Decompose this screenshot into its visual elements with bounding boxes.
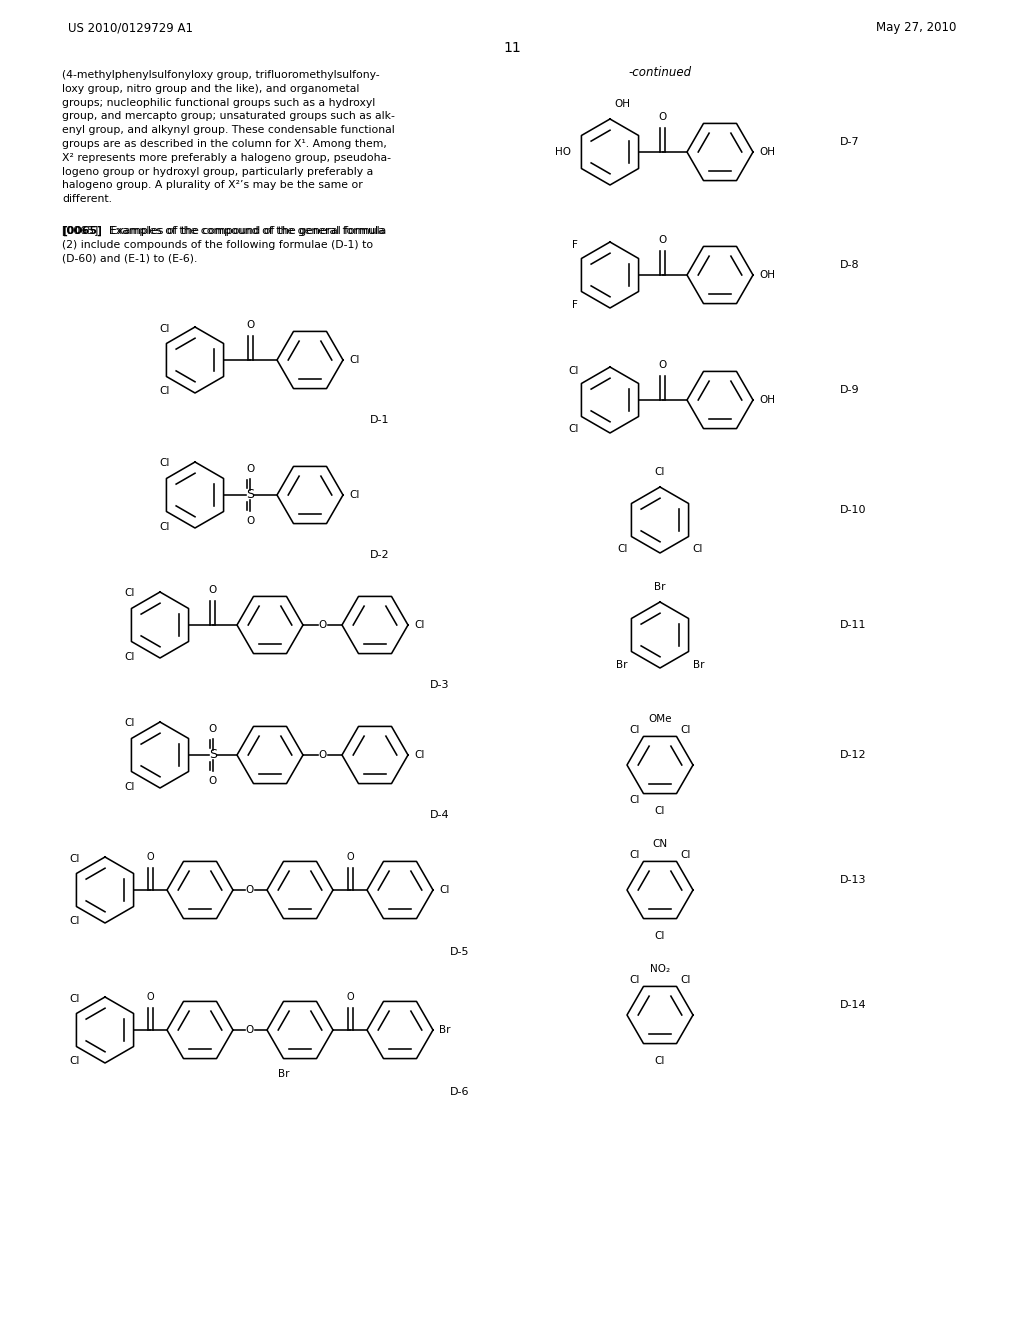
Text: Br: Br bbox=[278, 1069, 289, 1078]
Text: OH: OH bbox=[759, 271, 775, 280]
Text: S: S bbox=[209, 748, 217, 762]
Text: O: O bbox=[658, 360, 667, 370]
Text: Cl: Cl bbox=[160, 323, 170, 334]
Text: Cl: Cl bbox=[629, 850, 640, 861]
Text: O: O bbox=[209, 776, 217, 785]
Text: OH: OH bbox=[614, 99, 630, 110]
Text: O: O bbox=[209, 585, 217, 595]
Text: Cl: Cl bbox=[629, 795, 640, 805]
Text: Cl: Cl bbox=[654, 1056, 666, 1065]
Text: O: O bbox=[146, 851, 154, 862]
Text: Cl: Cl bbox=[439, 884, 450, 895]
Text: S: S bbox=[247, 488, 254, 502]
Text: halogeno group. A plurality of X²’s may be the same or: halogeno group. A plurality of X²’s may … bbox=[62, 181, 362, 190]
Text: D-1: D-1 bbox=[370, 414, 389, 425]
Text: enyl group, and alkynyl group. These condensable functional: enyl group, and alkynyl group. These con… bbox=[62, 125, 394, 135]
Text: Cl: Cl bbox=[124, 589, 134, 598]
Text: D-2: D-2 bbox=[370, 550, 389, 560]
Text: Cl: Cl bbox=[124, 718, 134, 729]
Text: O: O bbox=[246, 1026, 254, 1035]
Text: O: O bbox=[246, 319, 254, 330]
Text: O: O bbox=[246, 465, 254, 474]
Text: OH: OH bbox=[759, 395, 775, 405]
Text: Cl: Cl bbox=[568, 425, 579, 434]
Text: May 27, 2010: May 27, 2010 bbox=[876, 21, 956, 34]
Text: [0065]   Examples of the compound of the general formula: [0065] Examples of the compound of the g… bbox=[62, 226, 385, 236]
Text: [0065]: [0065] bbox=[62, 226, 101, 236]
Text: Cl: Cl bbox=[681, 726, 691, 735]
Text: OH: OH bbox=[759, 147, 775, 157]
Text: Cl: Cl bbox=[70, 994, 80, 1003]
Text: O: O bbox=[209, 723, 217, 734]
Text: O: O bbox=[146, 993, 154, 1002]
Text: O: O bbox=[346, 851, 354, 862]
Text: (4-methylphenylsulfonyloxy group, trifluoromethylsulfony-: (4-methylphenylsulfonyloxy group, triflu… bbox=[62, 70, 380, 81]
Text: D-6: D-6 bbox=[450, 1086, 469, 1097]
Text: Cl: Cl bbox=[160, 521, 170, 532]
Text: Cl: Cl bbox=[654, 467, 666, 477]
Text: F: F bbox=[571, 240, 578, 251]
Text: F: F bbox=[571, 300, 578, 309]
Text: D-4: D-4 bbox=[430, 810, 450, 820]
Text: Cl: Cl bbox=[681, 975, 691, 986]
Text: CN: CN bbox=[652, 840, 668, 850]
Text: Cl: Cl bbox=[349, 490, 359, 500]
Text: Br: Br bbox=[654, 582, 666, 591]
Text: Cl: Cl bbox=[681, 850, 691, 861]
Text: Cl: Cl bbox=[568, 366, 579, 375]
Text: Cl: Cl bbox=[160, 387, 170, 396]
Text: 11: 11 bbox=[503, 41, 521, 55]
Text: groups are as described in the column for X¹. Among them,: groups are as described in the column fo… bbox=[62, 139, 387, 149]
Text: logeno group or hydroxyl group, particularly preferably a: logeno group or hydroxyl group, particul… bbox=[62, 166, 374, 177]
Text: US 2010/0129729 A1: US 2010/0129729 A1 bbox=[68, 21, 193, 34]
Text: loxy group, nitro group and the like), and organometal: loxy group, nitro group and the like), a… bbox=[62, 83, 359, 94]
Text: Cl: Cl bbox=[629, 726, 640, 735]
Text: (D-60) and (E-1) to (E-6).: (D-60) and (E-1) to (E-6). bbox=[62, 253, 198, 264]
Text: Cl: Cl bbox=[654, 805, 666, 816]
Text: D-5: D-5 bbox=[450, 946, 469, 957]
Text: Cl: Cl bbox=[654, 931, 666, 941]
Text: D-14: D-14 bbox=[840, 1001, 866, 1010]
Text: O: O bbox=[246, 884, 254, 895]
Text: NO₂: NO₂ bbox=[650, 965, 670, 974]
Text: D-10: D-10 bbox=[840, 506, 866, 515]
Text: -continued: -continued bbox=[629, 66, 691, 78]
Text: different.: different. bbox=[62, 194, 112, 205]
Text: Cl: Cl bbox=[414, 750, 424, 760]
Text: D-13: D-13 bbox=[840, 875, 866, 884]
Text: Cl: Cl bbox=[692, 544, 702, 554]
Text: Cl: Cl bbox=[414, 620, 424, 630]
Text: Examples of the compound of the general formula: Examples of the compound of the general … bbox=[100, 226, 386, 236]
Text: D-9: D-9 bbox=[840, 385, 859, 395]
Text: D-11: D-11 bbox=[840, 620, 866, 630]
Text: Cl: Cl bbox=[124, 781, 134, 792]
Text: O: O bbox=[318, 620, 327, 630]
Text: X² represents more preferably a halogeno group, pseudoha-: X² represents more preferably a halogeno… bbox=[62, 153, 391, 162]
Text: O: O bbox=[318, 750, 327, 760]
Text: O: O bbox=[658, 112, 667, 121]
Text: Cl: Cl bbox=[160, 458, 170, 469]
Text: D-7: D-7 bbox=[840, 137, 859, 147]
Text: O: O bbox=[658, 235, 667, 246]
Text: groups; nucleophilic functional groups such as a hydroxyl: groups; nucleophilic functional groups s… bbox=[62, 98, 375, 108]
Text: D-8: D-8 bbox=[840, 260, 859, 271]
Text: Cl: Cl bbox=[349, 355, 359, 366]
Text: (2) include compounds of the following formulae (D-1) to: (2) include compounds of the following f… bbox=[62, 240, 373, 249]
Text: OMe: OMe bbox=[648, 714, 672, 725]
Text: Cl: Cl bbox=[617, 544, 628, 554]
Text: D-3: D-3 bbox=[430, 680, 450, 690]
Text: group, and mercapto group; unsaturated groups such as alk-: group, and mercapto group; unsaturated g… bbox=[62, 111, 395, 121]
Text: HO: HO bbox=[555, 147, 571, 157]
Text: Cl: Cl bbox=[70, 854, 80, 863]
Text: D-12: D-12 bbox=[840, 750, 866, 760]
Text: Br: Br bbox=[615, 660, 628, 669]
Text: Br: Br bbox=[439, 1026, 451, 1035]
Text: O: O bbox=[246, 516, 254, 525]
Text: Cl: Cl bbox=[124, 652, 134, 661]
Text: Br: Br bbox=[692, 660, 705, 669]
Text: Cl: Cl bbox=[70, 916, 80, 927]
Text: Cl: Cl bbox=[70, 1056, 80, 1067]
Text: O: O bbox=[346, 993, 354, 1002]
Text: Cl: Cl bbox=[629, 975, 640, 986]
